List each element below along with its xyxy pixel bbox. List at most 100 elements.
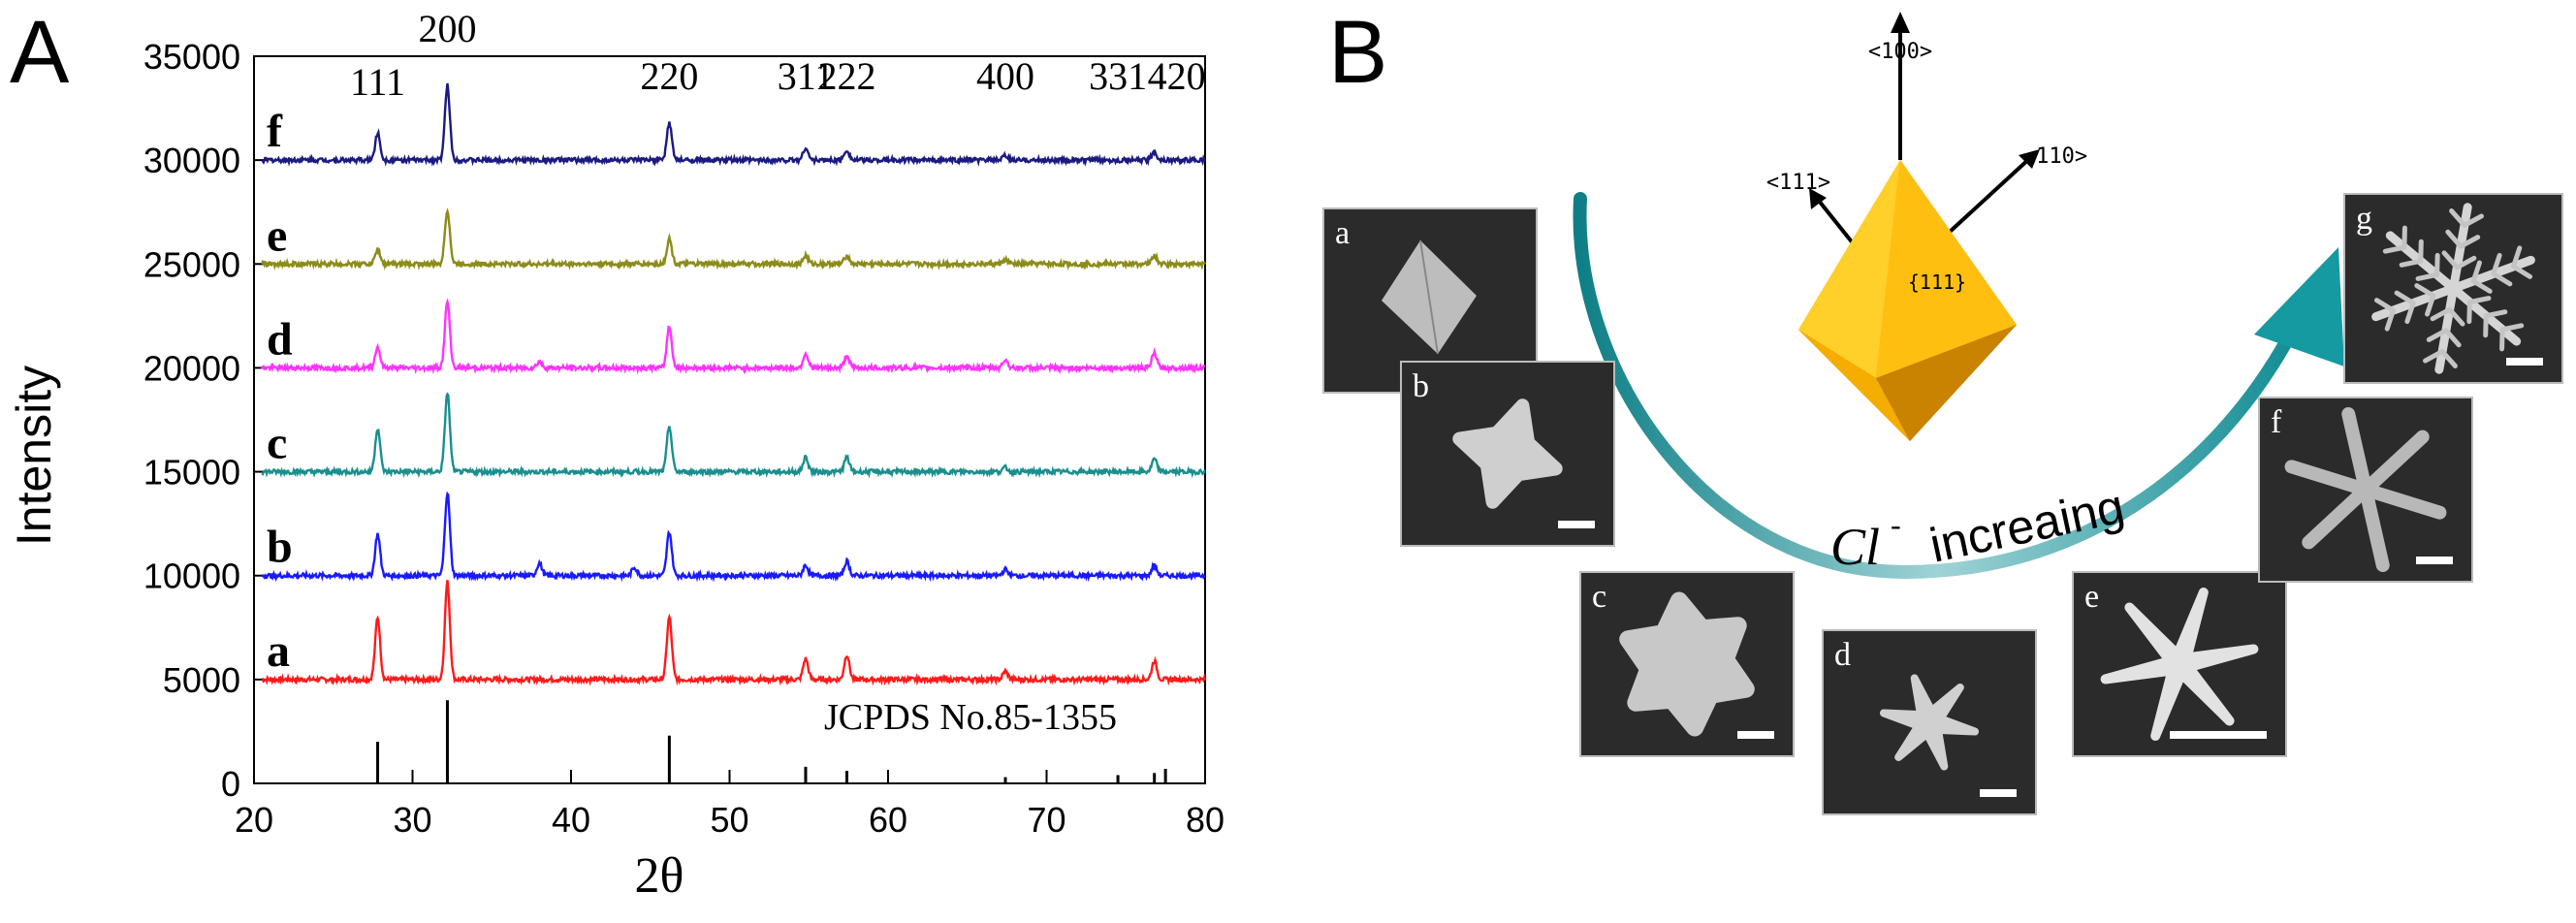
x-axis-label: 2θ bbox=[635, 848, 684, 904]
y-tick-label: 30000 bbox=[143, 141, 240, 180]
octa-face-bottom-left bbox=[1798, 330, 1910, 441]
snowflake-branch bbox=[2510, 245, 2523, 270]
scale-bar bbox=[1737, 731, 1774, 739]
increase-arrow-head bbox=[2254, 247, 2344, 366]
snowflake-branch bbox=[2384, 307, 2397, 332]
snowflake-branch bbox=[2399, 258, 2424, 268]
snowflake-branch bbox=[2443, 328, 2462, 348]
snowflake-branch bbox=[2418, 239, 2424, 264]
chloride-trend-label: Cl - increaing bbox=[1830, 479, 2129, 576]
series-labels: a b c de f bbox=[267, 106, 293, 677]
axis-110 bbox=[1947, 155, 2033, 235]
inset-label: c bbox=[1592, 579, 1606, 615]
scale-bar bbox=[2506, 358, 2543, 366]
increase-arrow-arc bbox=[1573, 192, 2305, 580]
snowflake-branch bbox=[2466, 300, 2472, 325]
scale-bar bbox=[2170, 731, 2267, 739]
inset-label: d bbox=[1834, 637, 1851, 673]
inset-label: g bbox=[2356, 201, 2372, 237]
octa-face-front bbox=[1876, 160, 2017, 378]
dendrite-arm bbox=[2359, 483, 2447, 520]
inset-label: b bbox=[1413, 368, 1429, 404]
trace-f bbox=[261, 82, 1207, 168]
sem-inset-d: d bbox=[1822, 629, 2037, 815]
scale-bar bbox=[1980, 789, 2017, 797]
snowflake-branch bbox=[2499, 323, 2525, 333]
panel-a-letter: A bbox=[10, 3, 70, 102]
xrd-traces bbox=[261, 82, 1207, 783]
snowflake-branch bbox=[2510, 264, 2533, 279]
peak-label: 331 bbox=[1089, 54, 1147, 98]
snowflake-branch bbox=[2441, 250, 2460, 271]
trace-b bbox=[261, 491, 1206, 583]
y-tick-label: 10000 bbox=[143, 557, 240, 596]
snowflake-branch bbox=[2404, 301, 2416, 325]
y-tick-label: 20000 bbox=[143, 348, 240, 388]
dendrite-arm bbox=[2359, 483, 2390, 573]
scale-bar bbox=[2416, 557, 2453, 564]
octahedron-model: {111} <100> <111> <110> bbox=[1766, 12, 2087, 441]
direction-111-label: <111> bbox=[1766, 171, 1830, 195]
snowflake-branch bbox=[2439, 349, 2458, 368]
dendrite-arm bbox=[2359, 430, 2430, 496]
y-tick-label: 25000 bbox=[143, 244, 240, 284]
arrow-111-head bbox=[1809, 188, 1827, 209]
snowflake-branch bbox=[2401, 225, 2407, 250]
snowflake-branch bbox=[2373, 298, 2397, 313]
series-label-a: a bbox=[267, 625, 290, 677]
plot-frame bbox=[253, 55, 1206, 784]
snowflake-branch bbox=[2425, 293, 2436, 317]
particle-shape bbox=[2100, 588, 2259, 741]
direction-110-label: <110> bbox=[2023, 144, 2087, 169]
x-tick-label: 40 bbox=[552, 800, 590, 840]
snowflake-branch bbox=[2491, 271, 2513, 287]
sem-insets: a b c d e f g bbox=[1322, 193, 2563, 815]
x-tick-label: 70 bbox=[1027, 800, 1065, 840]
sem-inset-b: b bbox=[1400, 361, 1615, 547]
snowflake-branch bbox=[2449, 208, 2467, 228]
series-label-b: b bbox=[267, 522, 293, 573]
series-label-c: c bbox=[267, 418, 287, 469]
particle-shape bbox=[1619, 591, 1755, 737]
dendrite-arm bbox=[2302, 483, 2372, 550]
snowflake-branch bbox=[2491, 252, 2502, 276]
particle-edge bbox=[1419, 239, 1439, 355]
series-label-f: f bbox=[267, 106, 283, 157]
y-axis: 0 5000 10000 15000 20000 25000 30000 35000 bbox=[143, 37, 268, 804]
y-tick-label: 0 bbox=[221, 764, 240, 804]
inset-label: a bbox=[1335, 215, 1350, 251]
snowflake-branch bbox=[2466, 296, 2492, 305]
x-tick-label: 30 bbox=[393, 800, 431, 840]
trace-e bbox=[261, 207, 1207, 271]
inset-label: f bbox=[2271, 404, 2282, 440]
peak-label: 111 bbox=[350, 60, 405, 104]
snowflake-branch bbox=[2483, 309, 2508, 319]
x-tick-label: 80 bbox=[1186, 800, 1224, 840]
ion-charge: - bbox=[1891, 507, 1901, 542]
x-axis: 20 30 40 50 60 70 80 bbox=[235, 770, 1224, 840]
y-tick-label: 15000 bbox=[143, 453, 240, 493]
dendrite-arm bbox=[2341, 406, 2372, 496]
xrd-plot-area: 20 30 40 50 60 70 80 0 5000 10000 15000 20000 25000… bbox=[143, 7, 1224, 840]
snowflake-branch bbox=[2499, 327, 2505, 352]
particle-shape bbox=[1880, 674, 1979, 771]
reference-label: JCPDS No.85-1355 bbox=[824, 697, 1117, 738]
arrow-100-head bbox=[1891, 12, 1910, 33]
snowflake-branch bbox=[2445, 229, 2464, 249]
peak-label: 400 bbox=[976, 54, 1034, 98]
facet-label: {111} bbox=[1908, 271, 1966, 294]
snowflake-branch bbox=[2458, 235, 2481, 249]
trace-d bbox=[261, 298, 1206, 375]
snowflake-branch bbox=[2454, 255, 2477, 271]
ion-symbol: Cl bbox=[1830, 518, 1880, 576]
snowflake-branch bbox=[2382, 244, 2407, 254]
arrow-110-head bbox=[2019, 149, 2040, 169]
trace-a bbox=[261, 580, 1207, 686]
snowflake-branch bbox=[2434, 252, 2440, 277]
x-tick-label: 60 bbox=[869, 800, 907, 840]
peak-label: 220 bbox=[640, 54, 698, 98]
octa-face-bottom bbox=[1876, 325, 2017, 441]
trace-c bbox=[261, 392, 1207, 479]
